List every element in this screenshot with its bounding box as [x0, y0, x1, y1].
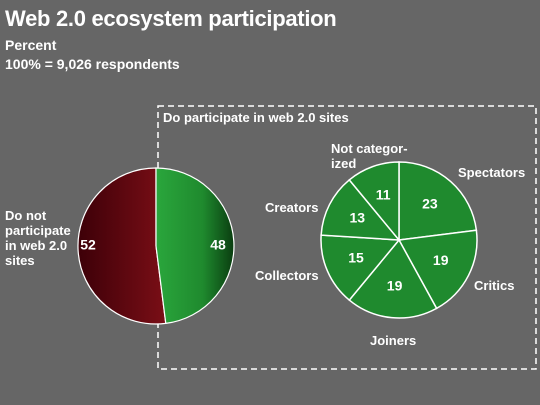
label-not-participate: Do not participate in web 2.0 sites [5, 208, 71, 268]
slice-not-participate [77, 167, 167, 325]
right-pie-value-label: 19 [387, 277, 403, 293]
right-pie-slice [320, 178, 401, 241]
right-pie-value-label: 19 [433, 252, 449, 268]
label-collectors: Collectors [255, 268, 319, 283]
right-pie-value-label: 23 [422, 196, 438, 212]
label-creators: Creators [265, 200, 319, 215]
chart-unit: Percent [5, 37, 57, 53]
left-pie-value-label: 48 [210, 237, 226, 253]
respondent-base: 100% = 9,026 respondents [5, 56, 180, 72]
label-not-categorized: Not categor- ized [331, 141, 408, 171]
label-spectators: Spectators [458, 165, 526, 180]
left-pie: 52 48 [77, 167, 235, 325]
label-critics: Critics [474, 278, 515, 293]
right-pie-slice [348, 238, 438, 319]
chart-title: Web 2.0 ecosystem participation [5, 6, 337, 31]
left-pie-value-label: 52 [80, 237, 96, 253]
right-pie: 23 19 19 15 13 11 [320, 161, 478, 319]
right-pie-slice [398, 161, 478, 241]
right-pie-slice [348, 161, 400, 243]
right-pie-slice [397, 229, 478, 310]
right-pie-slice [320, 234, 401, 302]
right-pie-value-label: 11 [376, 187, 391, 203]
right-pie-value-label: 15 [348, 249, 364, 265]
right-pie-value-label: 13 [350, 210, 366, 226]
label-joiners: Joiners [370, 333, 417, 348]
slice-participate [155, 167, 235, 325]
participate-box-label: Do participate in web 2.0 sites [163, 110, 349, 125]
